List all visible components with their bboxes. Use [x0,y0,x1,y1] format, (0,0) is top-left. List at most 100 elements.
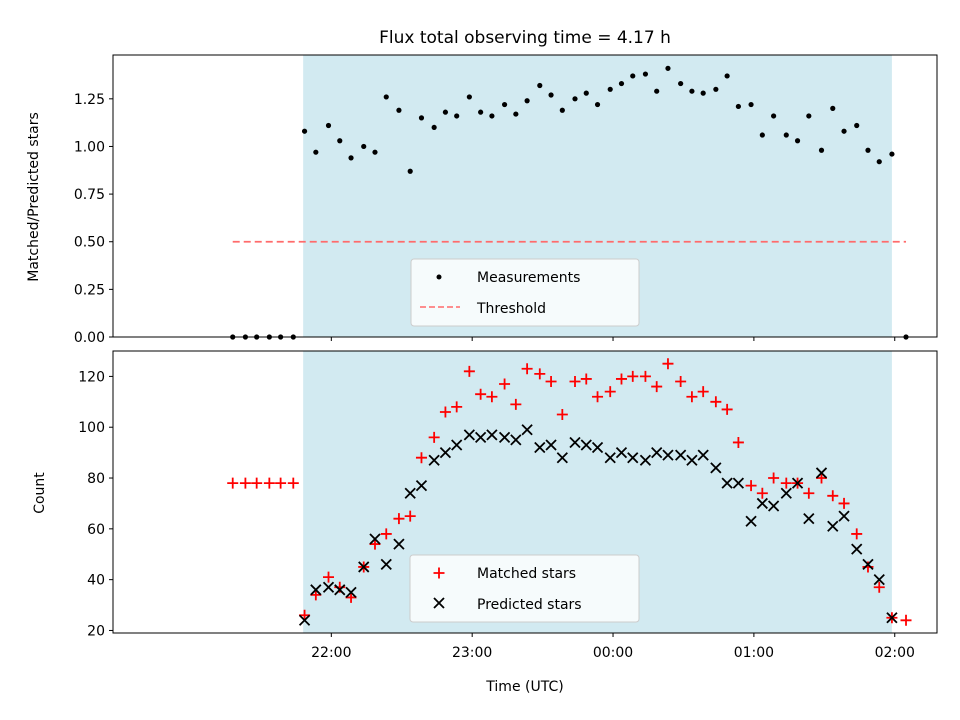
measurement-point [454,113,460,119]
predicted-point [380,558,392,571]
matched-point [510,398,522,410]
measurement-point [431,124,437,131]
measurement-point [513,111,519,117]
matched-point [745,480,757,492]
top-ylabel: Matched/Predicted stars [26,112,42,282]
matched-point [803,487,815,499]
matched-point [686,391,698,403]
matched-point [239,477,251,489]
matched-point [299,609,311,621]
predicted-point [534,441,546,454]
top-ytick-label: 0.75 [74,187,105,203]
measurement-point [748,101,754,108]
matched-point [287,477,299,489]
bottom-xtick-label: 00:00 [593,645,633,661]
measurement-point [478,109,484,115]
matched-point [675,375,687,387]
measurement-point [466,94,472,100]
measurement-point [818,147,825,153]
matched-point [651,381,663,393]
predicted-point [791,477,804,489]
predicted-point [721,477,733,489]
predicted-point [591,441,604,454]
predicted-point [369,533,381,545]
matched-point [521,363,533,375]
measurement-point [372,149,378,155]
measurement-point [642,71,649,77]
matched-point [604,386,616,398]
measurement-point [806,113,812,119]
top-ytick-label: 1.25 [74,92,105,108]
bottom-legend: Matched stars Predicted stars [409,554,640,623]
measurement-point [700,90,706,96]
matched-point [900,614,912,626]
predicted-point [463,429,475,441]
predicted-point [521,424,533,436]
measurement-point [689,88,695,94]
bottom-ytick-label: 80 [87,471,105,487]
matched-point [721,403,733,415]
measurement-point [771,113,777,119]
matched-point [475,388,487,400]
legend-measurements-marker [436,274,442,280]
measurement-point [524,98,530,104]
matched-point [627,370,639,382]
predicted-point [615,446,628,459]
bottom-xtick-label: 02:00 [875,645,915,661]
predicted-point [556,452,568,464]
predicted-point [851,543,863,555]
bottom-ytick-label: 60 [87,522,105,538]
measurement-point [489,113,495,119]
matched-point [393,513,405,525]
measurement-point [665,65,671,71]
predicted-point [651,446,663,459]
matched-point [251,477,263,489]
bottom-xtick-label: 23:00 [452,645,492,661]
matched-point [873,581,885,593]
predicted-point [474,431,487,444]
matched-point [463,365,475,377]
measurement-point [724,73,730,79]
predicted-point [838,510,850,522]
matched-point [534,368,546,380]
matched-point [580,373,592,385]
top-ytick-label: 0.50 [74,235,105,251]
matched-point [275,477,287,489]
measurement-point [841,128,847,134]
predicted-point [358,561,370,573]
matched-point [838,497,850,509]
top-ytick-label: 1.00 [74,139,105,155]
bottom-ytick-label: 120 [78,369,105,385]
predicted-point [767,500,780,512]
measurement-point [301,128,308,134]
bottom-ylabel: Count [32,472,48,514]
measurement-point [607,86,613,92]
matched-point [710,396,722,408]
measurement-point [783,132,789,138]
bottom-legend-box [409,554,640,623]
predicted-point [451,439,463,451]
predicted-point [393,538,405,550]
predicted-point [345,586,357,598]
predicted-point [404,487,416,499]
matched-point [780,477,792,489]
measurement-point [854,122,860,129]
legend-matched-label: Matched stars [477,566,576,582]
matched-point [592,391,604,403]
predicted-point [732,477,745,489]
measurement-point [559,107,565,113]
predicted-point [803,513,815,525]
bottom-plot-frame [112,350,938,634]
predicted-point [486,429,498,441]
measurement-point [630,73,636,79]
bottom-ytick-label: 40 [87,573,105,589]
predicted-point [545,439,557,451]
matched-point [404,510,416,522]
predicted-point [686,454,698,466]
predicted-point [627,452,639,464]
matched-point [486,391,498,403]
predicted-point [873,574,885,586]
chart-title: Flux total observing time = 4.17 h [379,28,671,48]
predicted-point [827,520,839,532]
